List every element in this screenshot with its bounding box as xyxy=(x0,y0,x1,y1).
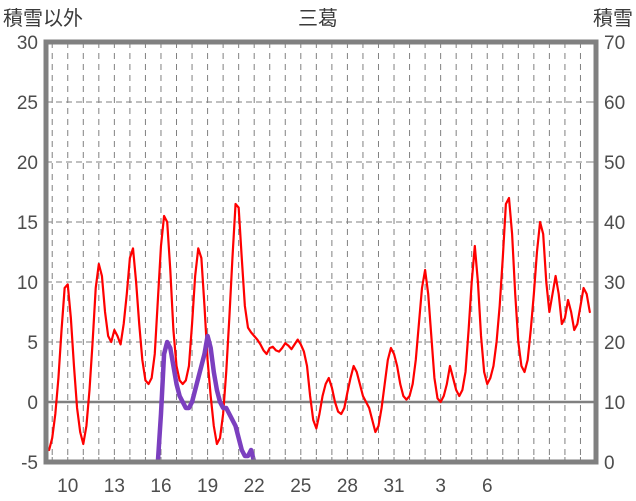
right-tick-label: 50 xyxy=(604,153,625,174)
page-title: 三葛 xyxy=(298,6,338,30)
right-tick-label: 20 xyxy=(604,333,625,354)
x-tick-label: 10 xyxy=(57,476,78,497)
x-tick-label: 6 xyxy=(482,476,493,497)
x-axis-ticks: 10 13 16 19 22 25 28 31 3 6 xyxy=(57,476,492,497)
left-axis-ticks: 30 25 20 15 10 5 0 -5 xyxy=(17,33,38,474)
gridlines xyxy=(46,42,596,462)
x-tick-label: 3 xyxy=(435,476,446,497)
x-tick-label: 25 xyxy=(290,476,311,497)
left-axis-title: 積雪以外 xyxy=(3,6,83,30)
plot-frame xyxy=(43,39,599,465)
x-tick-label: 19 xyxy=(197,476,218,497)
left-tick-label: -5 xyxy=(21,453,38,474)
plot-area: 30 25 20 15 10 5 0 -5 70 60 50 40 30 20 10 0 10 13 16 19 2… xyxy=(0,30,636,501)
right-axis-title: 積雪 xyxy=(593,6,633,30)
series-lines xyxy=(43,196,599,465)
x-tick-label: 13 xyxy=(104,476,125,497)
right-tick-label: 60 xyxy=(604,93,625,114)
x-tick-label: 22 xyxy=(244,476,265,497)
left-tick-label: 5 xyxy=(27,333,38,354)
left-tick-label: 30 xyxy=(17,33,38,54)
left-tick-label: 25 xyxy=(17,93,38,114)
right-tick-label: 70 xyxy=(604,33,625,54)
left-tick-label: 0 xyxy=(27,393,38,414)
x-tick-label: 31 xyxy=(383,476,404,497)
plot-border xyxy=(43,39,599,465)
x-tick-label: 16 xyxy=(150,476,171,497)
right-tick-label: 40 xyxy=(604,213,625,234)
x-tick-label: 28 xyxy=(337,476,358,497)
right-tick-label: 30 xyxy=(604,273,625,294)
series-line-1 xyxy=(43,333,599,465)
left-tick-label: 15 xyxy=(17,213,38,234)
series-line-0 xyxy=(44,196,591,452)
right-tick-label: 10 xyxy=(604,393,625,414)
left-tick-label: 10 xyxy=(17,273,38,294)
left-tick-label: 20 xyxy=(17,153,38,174)
right-tick-label: 0 xyxy=(604,453,615,474)
right-axis-ticks: 70 60 50 40 30 20 10 0 xyxy=(604,33,625,474)
